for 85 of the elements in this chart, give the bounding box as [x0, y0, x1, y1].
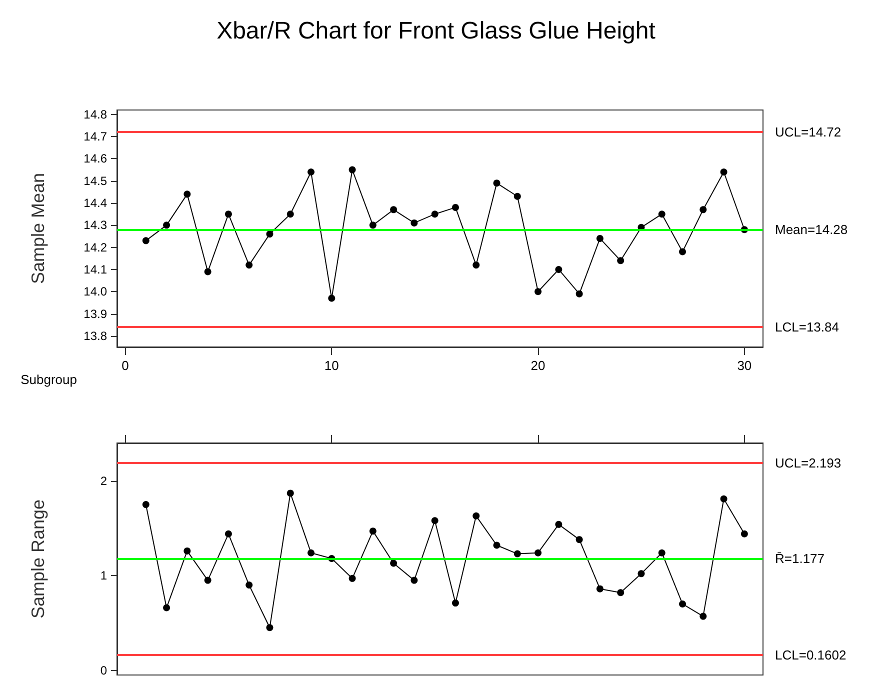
y-tick-label: 13.8 [84, 328, 108, 343]
point [617, 589, 624, 596]
point [514, 192, 521, 200]
point [369, 528, 376, 535]
point [472, 512, 480, 520]
y-tick-label: 0 [100, 663, 108, 678]
point [390, 560, 398, 567]
point [472, 262, 480, 269]
point [142, 237, 150, 244]
ref-line-label: LCL=0.1602 [775, 648, 846, 663]
y-tick-label: 2 [100, 474, 108, 488]
point [348, 166, 356, 174]
point [163, 604, 170, 612]
point [658, 549, 666, 556]
y-tick-label: 13.9 [84, 306, 108, 321]
x-axis-title: Subgroup [20, 372, 77, 387]
point [576, 290, 583, 298]
x-tick-label: 30 [737, 358, 752, 373]
point [700, 206, 707, 214]
point [596, 234, 604, 242]
point [163, 222, 170, 229]
y-tick-label: 14.4 [84, 196, 108, 210]
point [452, 204, 459, 211]
point [308, 549, 315, 556]
point [224, 530, 232, 538]
y-tick-label: 14.2 [84, 240, 108, 254]
point [286, 210, 294, 218]
point [142, 501, 150, 508]
y-axis-title: Sample Range [28, 499, 48, 619]
point [658, 210, 666, 218]
y-tick-label: 14.1 [84, 262, 108, 276]
point [410, 219, 418, 226]
point [679, 248, 686, 256]
point [534, 549, 542, 556]
x-tick-label: 0 [122, 358, 129, 373]
point [596, 585, 604, 592]
y-tick-label: 1 [100, 568, 108, 583]
ref-line-label: Mean=14.28 [775, 222, 848, 238]
ref-line-label: UCL=14.72 [775, 124, 842, 140]
y-axis-title: Sample Mean [28, 172, 48, 284]
point [204, 268, 212, 276]
point [184, 547, 191, 554]
point [246, 262, 253, 269]
point [410, 576, 418, 584]
point [720, 168, 728, 176]
point [184, 190, 191, 198]
point [348, 574, 356, 582]
point [700, 612, 707, 620]
y-tick-label: 14.3 [84, 218, 108, 232]
point [740, 530, 748, 538]
point [576, 536, 583, 544]
point [493, 542, 500, 549]
y-tick-label: 14.7 [84, 130, 108, 144]
y-tick-label: 14.8 [84, 107, 108, 122]
point [638, 570, 645, 578]
point [720, 495, 728, 502]
y-tick-label: 14.6 [84, 152, 108, 166]
point [555, 266, 562, 273]
point [452, 600, 459, 607]
chart-title: Xbar/R Chart for Front Glass Glue Height [216, 18, 656, 44]
ref-line-label: R̄=1.177 [775, 551, 825, 566]
point [617, 257, 624, 264]
point [514, 550, 521, 558]
y-tick-label: 14.0 [84, 284, 108, 299]
y-tick-label: 14.5 [84, 174, 108, 188]
point [266, 624, 274, 632]
x-tick-label: 10 [324, 358, 339, 373]
point [390, 206, 398, 214]
point [246, 582, 253, 589]
point [224, 210, 232, 218]
ref-line-label: LCL=13.84 [775, 320, 839, 335]
point [266, 230, 274, 238]
point [431, 210, 438, 218]
ref-line-label: UCL=2.193 [775, 455, 842, 470]
point [204, 576, 212, 584]
point [679, 600, 686, 608]
point [286, 490, 294, 497]
point [431, 517, 438, 524]
x-tick-label: 20 [530, 358, 546, 373]
point [328, 294, 336, 302]
point [308, 168, 315, 176]
point [369, 222, 376, 229]
point [555, 520, 562, 528]
point [493, 180, 500, 187]
point [534, 288, 542, 296]
